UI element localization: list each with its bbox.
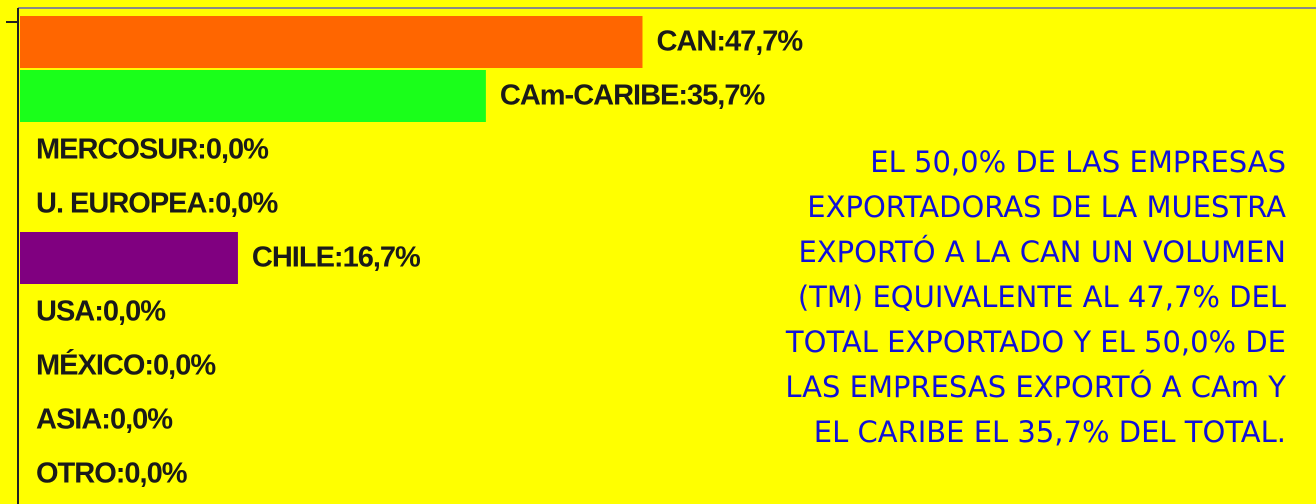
value-label: USA:0,0% (36, 296, 166, 328)
value-label: CHILE:16,7% (252, 242, 421, 274)
bar (20, 16, 643, 68)
value-label: OTRO:0,0% (36, 458, 188, 490)
value-label: U. EUROPEA:0,0% (36, 188, 278, 220)
annotation-line: EL 50,0% DE LAS EMPRESAS (870, 145, 1286, 179)
annotation-line: EL CARIBE EL 35,7% DEL TOTAL. (814, 415, 1286, 449)
annotation-line: EXPORTÓ A LA CAN UN VOLUMEN (798, 235, 1286, 269)
value-label: MERCOSUR:0,0% (36, 134, 269, 166)
annotation-line: (TM) EQUIVALENTE AL 47,7% DEL (798, 280, 1286, 314)
annotation-line: EXPORTADORAS DE LA MUESTRA (807, 190, 1286, 224)
annotation-line: LAS EMPRESAS EXPORTÓ A CAm Y (785, 370, 1286, 404)
value-label: CAN:47,7% (656, 26, 803, 58)
value-label: ASIA:0,0% (36, 404, 173, 436)
value-label: CAm-CARIBE:35,7% (500, 80, 766, 112)
value-label: MÉXICO:0,0% (36, 348, 216, 382)
bar (20, 70, 486, 122)
annotation-line: TOTAL EXPORTADO Y EL 50,0% DE (785, 325, 1286, 359)
bar (20, 232, 238, 284)
